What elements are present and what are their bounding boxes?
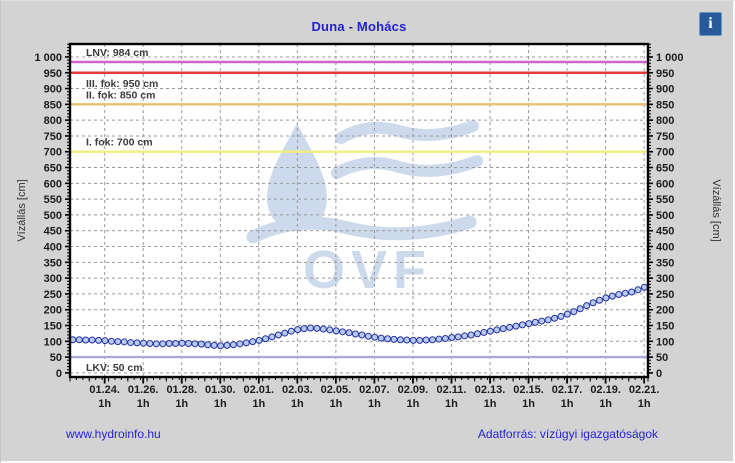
svg-text:1h: 1h: [599, 398, 612, 410]
svg-text:1h: 1h: [407, 398, 420, 410]
svg-text:150: 150: [44, 321, 62, 333]
svg-text:III. fok: 950 cm: III. fok: 950 cm: [86, 78, 158, 90]
svg-text:700: 700: [656, 147, 674, 159]
svg-text:200: 200: [44, 305, 62, 317]
svg-text:600: 600: [656, 178, 674, 190]
svg-text:1 000: 1 000: [656, 52, 684, 64]
svg-text:1h: 1h: [214, 398, 227, 410]
svg-text:02.17.: 02.17.: [552, 384, 583, 396]
svg-text:1h: 1h: [252, 398, 265, 410]
svg-text:0: 0: [56, 368, 62, 380]
svg-text:650: 650: [656, 163, 674, 175]
svg-text:1h: 1h: [329, 398, 342, 410]
series-vízállás: [69, 283, 648, 350]
axis-labels: 0 0 50 50 100 100 150 150 200 200 250 250 300 300 350 3…: [34, 52, 683, 410]
svg-text:400: 400: [44, 242, 62, 254]
svg-text:01.30.: 01.30.: [205, 384, 236, 396]
svg-text:02.09.: 02.09.: [398, 384, 429, 396]
svg-text:50: 50: [50, 352, 62, 364]
axis-ticks: [65, 43, 653, 384]
svg-text:1h: 1h: [561, 398, 574, 410]
svg-text:01.28.: 01.28.: [166, 384, 197, 396]
svg-text:950: 950: [44, 68, 62, 80]
svg-text:850: 850: [656, 99, 674, 111]
axis-titles: Vízállás [cm] Vízállás [cm]: [16, 179, 722, 241]
svg-text:450: 450: [656, 226, 674, 238]
svg-text:LKV: 50 cm: LKV: 50 cm: [86, 362, 143, 374]
svg-text:800: 800: [44, 115, 62, 127]
svg-text:02.19.: 02.19.: [590, 384, 621, 396]
svg-text:Vízállás [cm]: Vízállás [cm]: [16, 179, 28, 241]
svg-text:50: 50: [656, 352, 668, 364]
svg-text:800: 800: [656, 115, 674, 127]
svg-text:1h: 1h: [175, 398, 188, 410]
svg-text:1h: 1h: [484, 398, 497, 410]
svg-text:750: 750: [656, 131, 674, 143]
svg-text:250: 250: [44, 289, 62, 301]
svg-text:700: 700: [44, 147, 62, 159]
svg-text:850: 850: [44, 99, 62, 111]
svg-text:650: 650: [44, 163, 62, 175]
svg-text:550: 550: [656, 194, 674, 206]
svg-text:II. fok: 850 cm: II. fok: 850 cm: [86, 89, 155, 101]
svg-text:02.11.: 02.11.: [436, 384, 466, 396]
svg-text:150: 150: [656, 321, 674, 333]
svg-text:350: 350: [44, 257, 62, 269]
data-source-link[interactable]: Adatforrás: vízügyi igazgatóságok: [477, 427, 658, 441]
svg-text:01.26.: 01.26.: [128, 384, 159, 396]
svg-text:1 000: 1 000: [34, 52, 62, 64]
plot-area: [70, 44, 648, 377]
svg-text:900: 900: [656, 84, 674, 96]
svg-text:1h: 1h: [291, 398, 304, 410]
svg-text:250: 250: [656, 289, 674, 301]
svg-text:01.24.: 01.24.: [89, 384, 120, 396]
svg-text:OVF: OVF: [303, 240, 432, 300]
svg-text:02.01.: 02.01.: [244, 384, 275, 396]
svg-text:300: 300: [656, 273, 674, 285]
svg-text:400: 400: [656, 242, 674, 254]
svg-text:500: 500: [44, 210, 62, 222]
info-icon[interactable]: i: [699, 12, 722, 36]
svg-text:950: 950: [656, 68, 674, 80]
svg-text:I. fok: 700 cm: I. fok: 700 cm: [86, 137, 153, 149]
svg-text:1h: 1h: [98, 398, 111, 410]
svg-text:550: 550: [44, 194, 62, 206]
svg-text:LNV: 984 cm: LNV: 984 cm: [86, 47, 148, 59]
hydroinfo-link[interactable]: www.hydroinfo.hu: [66, 427, 161, 441]
svg-text:750: 750: [44, 131, 62, 143]
svg-text:Vízállás [cm]: Vízállás [cm]: [710, 179, 722, 241]
svg-text:02.13.: 02.13.: [475, 384, 506, 396]
svg-text:450: 450: [44, 226, 62, 238]
svg-text:02.21.: 02.21.: [629, 384, 660, 396]
svg-text:02.07.: 02.07.: [359, 384, 390, 396]
svg-text:02.05.: 02.05.: [321, 384, 352, 396]
svg-text:900: 900: [44, 84, 62, 96]
svg-text:350: 350: [656, 257, 674, 269]
svg-text:0: 0: [656, 368, 662, 380]
svg-text:02.03.: 02.03.: [282, 384, 313, 396]
svg-text:02.15.: 02.15.: [513, 384, 544, 396]
svg-text:500: 500: [656, 210, 674, 222]
svg-text:1h: 1h: [445, 398, 458, 410]
svg-text:300: 300: [44, 273, 62, 285]
svg-text:1h: 1h: [522, 398, 535, 410]
svg-text:100: 100: [656, 336, 674, 348]
svg-text:1h: 1h: [137, 398, 150, 410]
page-title: Duna - Mohács: [311, 19, 407, 34]
svg-text:600: 600: [44, 178, 62, 190]
svg-text:1h: 1h: [368, 398, 381, 410]
svg-text:100: 100: [44, 336, 62, 348]
svg-text:1h: 1h: [638, 398, 651, 410]
svg-text:200: 200: [656, 305, 674, 317]
